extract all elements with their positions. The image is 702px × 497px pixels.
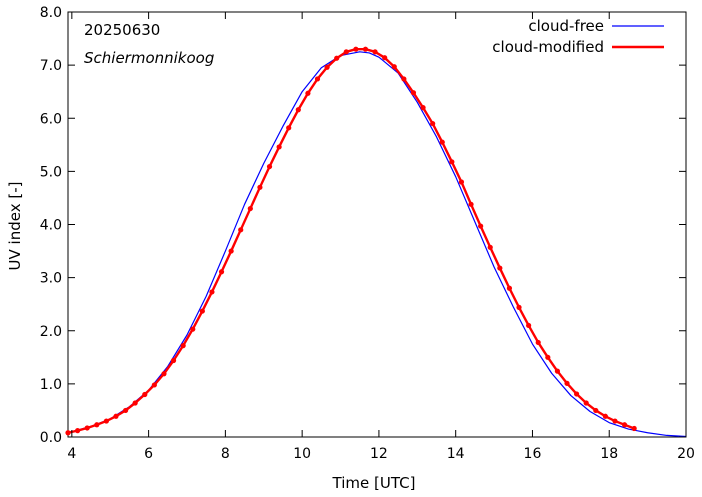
y-tick-label: 5.0 xyxy=(40,164,62,180)
data-point-cloud-modified xyxy=(631,425,637,432)
data-point-cloud-modified xyxy=(170,357,177,364)
series-layer xyxy=(65,46,687,438)
data-point-cloud-modified xyxy=(516,304,522,310)
data-point-cloud-modified xyxy=(334,55,340,61)
data-point-cloud-modified xyxy=(286,125,292,131)
data-point-cloud-modified xyxy=(574,391,580,397)
data-point-cloud-modified xyxy=(478,223,484,229)
data-point-cloud-modified xyxy=(238,227,244,233)
data-point-cloud-modified xyxy=(295,107,301,113)
legend-label-cloud-modified: cloud-modified xyxy=(492,38,604,56)
data-point-cloud-modified xyxy=(65,430,71,436)
date-annotation: 20250630 xyxy=(84,21,160,39)
x-tick-label: 14 xyxy=(447,446,465,462)
data-point-cloud-modified xyxy=(180,343,186,349)
data-point-cloud-modified xyxy=(113,413,119,419)
data-point-cloud-modified xyxy=(247,205,253,212)
data-point-cloud-modified xyxy=(621,422,628,428)
y-tick-label: 1.0 xyxy=(40,377,62,393)
series-line-cloud-modified xyxy=(67,47,635,434)
x-tick-label: 4 xyxy=(67,446,76,462)
x-tick-label: 8 xyxy=(221,446,230,462)
data-point-cloud-modified xyxy=(84,425,90,431)
x-tick-label: 6 xyxy=(144,446,153,462)
data-point-cloud-modified xyxy=(410,90,417,96)
data-point-cloud-modified xyxy=(564,380,570,386)
data-point-cloud-modified xyxy=(497,265,503,271)
data-point-cloud-modified xyxy=(343,49,349,55)
data-point-cloud-modified xyxy=(439,139,445,145)
data-point-cloud-modified xyxy=(391,64,397,70)
data-point-cloud-modified xyxy=(506,285,513,291)
data-point-cloud-modified xyxy=(401,76,407,82)
x-axis-title: Time [UTC] xyxy=(332,474,416,492)
y-tick-label: 0.0 xyxy=(40,430,62,446)
data-point-cloud-modified xyxy=(612,418,618,424)
x-axis-ticks: 4 6 8 10 12 14 16 18 20 xyxy=(67,12,695,462)
data-point-cloud-modified xyxy=(353,46,359,52)
data-point-cloud-modified xyxy=(199,308,205,314)
data-point-cloud-modified xyxy=(94,422,100,428)
data-point-cloud-modified xyxy=(420,105,426,111)
y-tick-label: 7.0 xyxy=(40,58,62,74)
data-point-cloud-modified xyxy=(257,184,263,190)
y-tick-label: 4.0 xyxy=(40,218,62,234)
data-point-cloud-modified xyxy=(314,76,321,82)
legend-label-cloud-free: cloud-free xyxy=(528,17,604,35)
y-tick-label: 3.0 xyxy=(40,271,62,287)
data-point-cloud-modified xyxy=(324,64,330,70)
y-tick-label: 2.0 xyxy=(40,324,62,340)
x-tick-label: 12 xyxy=(370,446,388,462)
x-tick-label: 20 xyxy=(677,446,695,462)
data-point-cloud-modified xyxy=(190,326,196,332)
data-point-cloud-modified xyxy=(122,407,129,414)
data-point-cloud-modified xyxy=(305,90,311,96)
data-point-cloud-modified xyxy=(535,339,541,346)
data-point-cloud-modified xyxy=(362,46,369,52)
data-point-cloud-modified xyxy=(276,144,282,150)
location-annotation: Schiermonnikoog xyxy=(84,49,214,67)
data-point-cloud-modified xyxy=(132,400,138,406)
data-point-cloud-modified xyxy=(545,354,551,360)
data-point-cloud-modified xyxy=(458,179,465,185)
y-axis-ticks: 0.0 1.0 2.0 3.0 4.0 5.0 6.0 7.0 8.0 xyxy=(40,5,686,446)
data-point-cloud-modified xyxy=(372,49,378,55)
data-point-cloud-modified xyxy=(593,407,599,414)
x-tick-label: 16 xyxy=(524,446,542,462)
legend: cloud-free cloud-modified xyxy=(492,17,664,56)
series-line-cloud-free xyxy=(67,51,687,438)
y-axis-title: UV index [-] xyxy=(6,182,24,271)
data-point-cloud-modified xyxy=(228,248,234,254)
data-point-cloud-modified xyxy=(151,382,157,388)
data-point-cloud-modified xyxy=(449,159,455,165)
y-tick-label: 8.0 xyxy=(40,5,62,21)
data-point-cloud-modified xyxy=(209,289,215,295)
data-point-cloud-modified xyxy=(487,244,493,250)
data-point-cloud-modified xyxy=(526,322,532,329)
data-point-cloud-modified xyxy=(583,400,589,406)
data-point-cloud-modified xyxy=(142,391,148,398)
data-point-cloud-modified xyxy=(554,368,561,374)
data-point-cloud-modified xyxy=(468,201,474,207)
x-tick-label: 18 xyxy=(600,446,618,462)
data-point-cloud-modified xyxy=(602,413,608,419)
plot-frame xyxy=(67,11,687,438)
x-tick-label: 10 xyxy=(293,446,311,462)
y-tick-label: 6.0 xyxy=(40,111,62,127)
data-point-cloud-modified xyxy=(266,163,273,170)
data-point-cloud-modified xyxy=(382,55,388,61)
data-point-cloud-modified xyxy=(74,428,81,434)
plot-border xyxy=(67,11,687,438)
data-point-cloud-modified xyxy=(218,269,225,275)
data-point-cloud-modified xyxy=(161,371,167,377)
data-point-cloud-modified xyxy=(430,120,436,127)
data-point-cloud-modified xyxy=(103,418,109,424)
